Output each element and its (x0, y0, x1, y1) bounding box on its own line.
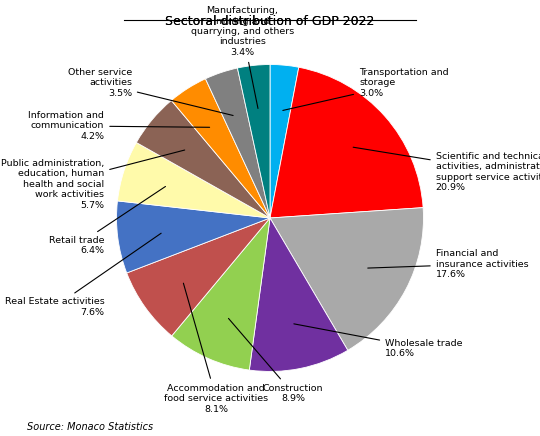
Wedge shape (205, 68, 270, 218)
Text: Wholesale trade
10.6%: Wholesale trade 10.6% (294, 324, 463, 358)
Wedge shape (117, 201, 270, 273)
Wedge shape (270, 65, 299, 218)
Text: Sectoral distribution of GDP 2022: Sectoral distribution of GDP 2022 (165, 15, 375, 28)
Text: Construction
8.9%: Construction 8.9% (228, 318, 323, 403)
Text: Transportation and
storage
3.0%: Transportation and storage 3.0% (283, 68, 449, 110)
Wedge shape (270, 67, 423, 218)
Text: Source: Monaco Statistics: Source: Monaco Statistics (27, 422, 153, 432)
Text: Accommodation and
food service activities
8.1%: Accommodation and food service activitie… (164, 283, 268, 414)
Wedge shape (238, 65, 270, 218)
Text: Other service
activities
3.5%: Other service activities 3.5% (68, 68, 233, 116)
Wedge shape (127, 218, 270, 336)
Text: Manufacturing,
mining and
quarrying, and others
industries
3.4%: Manufacturing, mining and quarrying, and… (191, 6, 294, 109)
Text: Retail trade
6.4%: Retail trade 6.4% (49, 187, 165, 255)
Text: Public administration,
education, human
health and social
work activities
5.7%: Public administration, education, human … (1, 150, 185, 210)
Text: Sectoral distribution of GDP 2022: Sectoral distribution of GDP 2022 (165, 15, 375, 28)
Wedge shape (249, 218, 348, 371)
Wedge shape (137, 100, 270, 218)
Wedge shape (172, 218, 270, 370)
Text: Real Estate activities
7.6%: Real Estate activities 7.6% (4, 233, 161, 317)
Title: Sectoral distribution of GDP 2022: Sectoral distribution of GDP 2022 (0, 435, 1, 436)
Wedge shape (171, 79, 270, 218)
Wedge shape (270, 208, 423, 350)
Text: Information and
communication
4.2%: Information and communication 4.2% (29, 111, 210, 141)
Text: Scientific and technical
activities, administrative and
support service activiti: Scientific and technical activities, adm… (353, 147, 540, 192)
Text: Financial and
insurance activities
17.6%: Financial and insurance activities 17.6% (368, 249, 528, 279)
Wedge shape (118, 143, 270, 218)
